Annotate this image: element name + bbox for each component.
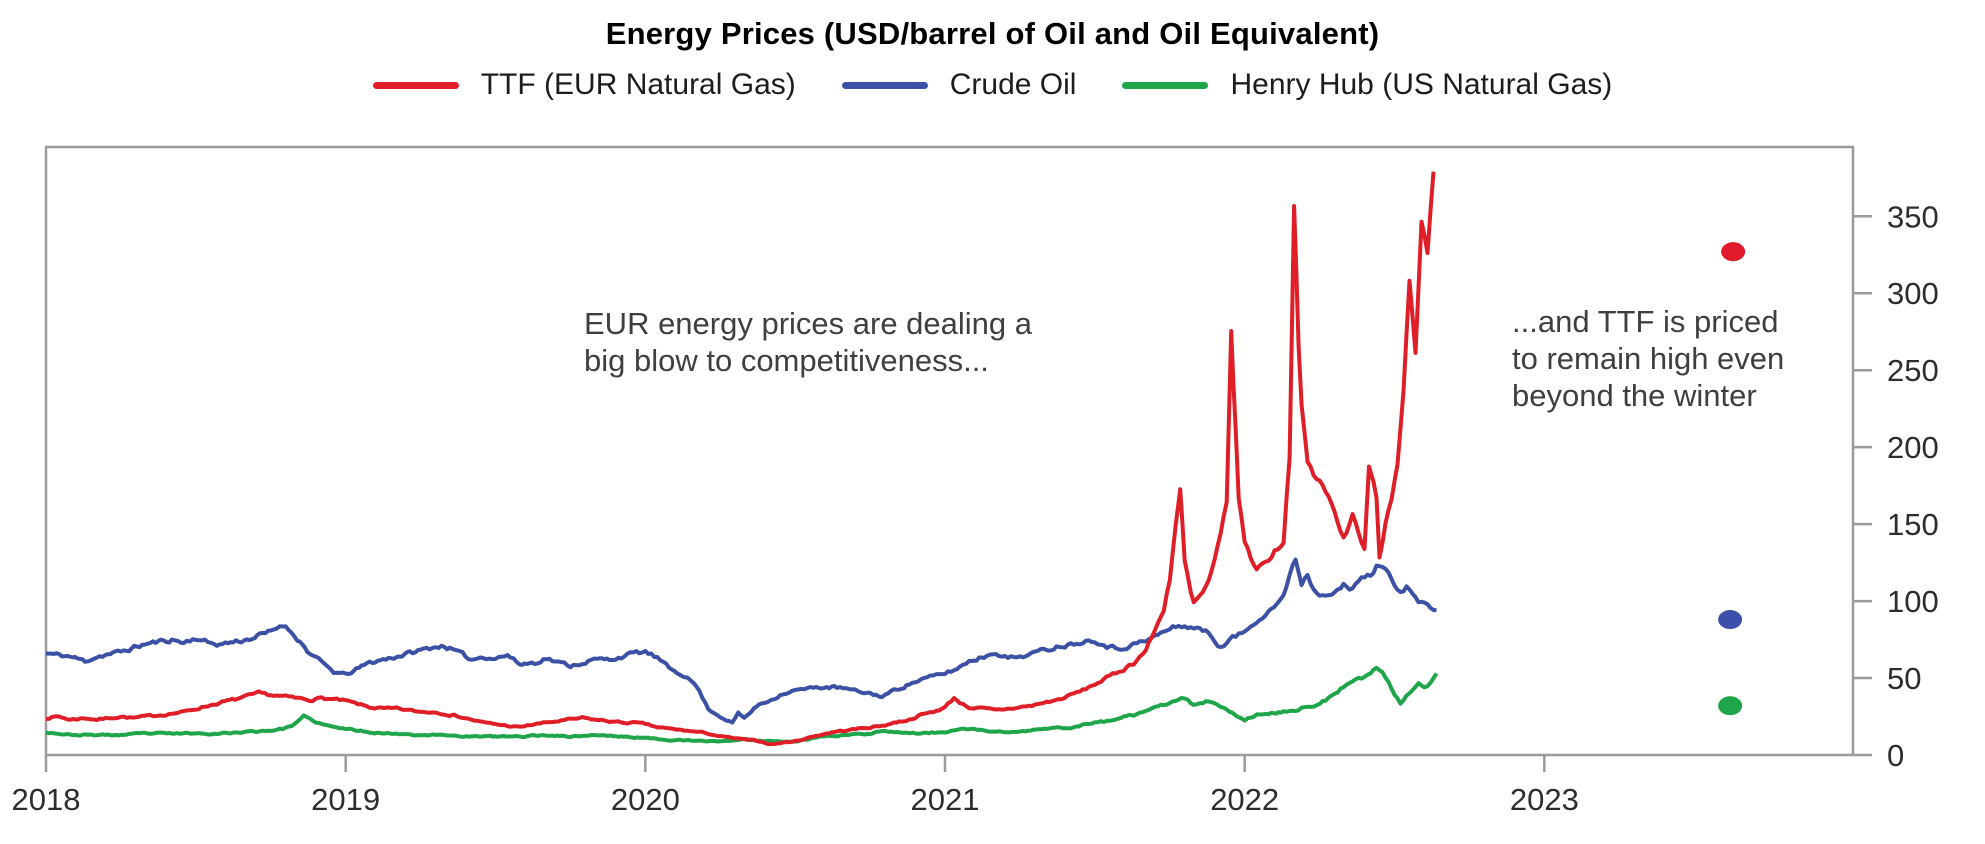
legend-item-ttf: TTF (EUR Natural Gas) xyxy=(372,68,796,102)
ttf-line xyxy=(46,171,1436,747)
henry-hub-us-natural-gas-forward-dot xyxy=(1718,696,1743,716)
ttf-line-swatch xyxy=(372,81,459,89)
y-tick-label: 350 xyxy=(1887,199,1939,234)
annotation-ttf-line-2: to remain high even xyxy=(1512,341,1784,376)
forward-price-dots xyxy=(1718,242,1746,716)
x-tick-label: 2021 xyxy=(911,782,980,817)
y-tick-label: 100 xyxy=(1887,584,1939,619)
chart-title: Energy Prices (USD/barrel of Oil and Oil… xyxy=(605,16,1380,51)
y-tick-label: 250 xyxy=(1887,353,1939,388)
annotation-ttf-priced-high: ...and TTF is priced to remain high even… xyxy=(1512,304,1784,413)
y-axis: 0 50 100 150 200 250 300 350 xyxy=(1853,199,1939,773)
legend-item-henry-hub: Henry Hub (US Natural Gas) xyxy=(1122,68,1612,102)
annotation-ttf-line-3: beyond the winter xyxy=(1512,378,1757,413)
y-tick-label: 300 xyxy=(1887,276,1939,311)
plot-area xyxy=(44,145,1855,757)
x-tick-label: 2023 xyxy=(1510,782,1579,817)
x-tick-label: 2022 xyxy=(1210,782,1279,817)
henry-hub-line xyxy=(45,665,1439,744)
y-tick-label: 200 xyxy=(1887,430,1939,465)
legend-item-crude: Crude Oil xyxy=(841,68,1077,102)
legend-label-crude: Crude Oil xyxy=(949,68,1077,101)
x-tick-label: 2018 xyxy=(12,782,81,817)
x-axis: 2018 2019 2020 2021 2022 2023 xyxy=(12,755,1579,817)
legend-label-henry-hub: Henry Hub (US Natural Gas) xyxy=(1230,68,1613,101)
annotation-competitiveness-line-1: EUR energy prices are dealing a xyxy=(584,306,1033,341)
y-tick-label: 0 xyxy=(1887,738,1904,773)
crude-oil-line xyxy=(45,557,1437,725)
legend-label-ttf: TTF (EUR Natural Gas) xyxy=(480,68,796,101)
chart-header: Energy Prices (USD/barrel of Oil and Oil… xyxy=(0,0,1985,102)
ttf-eur-natural-gas-forward-dot xyxy=(1721,242,1746,262)
crude-line-swatch xyxy=(841,81,928,89)
annotation-ttf-line-1: ...and TTF is priced xyxy=(1512,304,1778,339)
x-tick-label: 2020 xyxy=(611,782,680,817)
annotation-competitiveness-line-2: big blow to competitiveness... xyxy=(584,343,989,378)
henry-hub-line-swatch xyxy=(1122,81,1209,89)
annotation-competitiveness: EUR energy prices are dealing a big blow… xyxy=(584,306,1033,378)
chart-legend: TTF (EUR Natural Gas) Crude Oil Henry Hu… xyxy=(372,68,1612,102)
crude-oil-forward-dot xyxy=(1718,610,1743,630)
y-tick-label: 50 xyxy=(1887,661,1921,696)
y-tick-label: 150 xyxy=(1887,507,1939,542)
x-tick-label: 2019 xyxy=(311,782,380,817)
